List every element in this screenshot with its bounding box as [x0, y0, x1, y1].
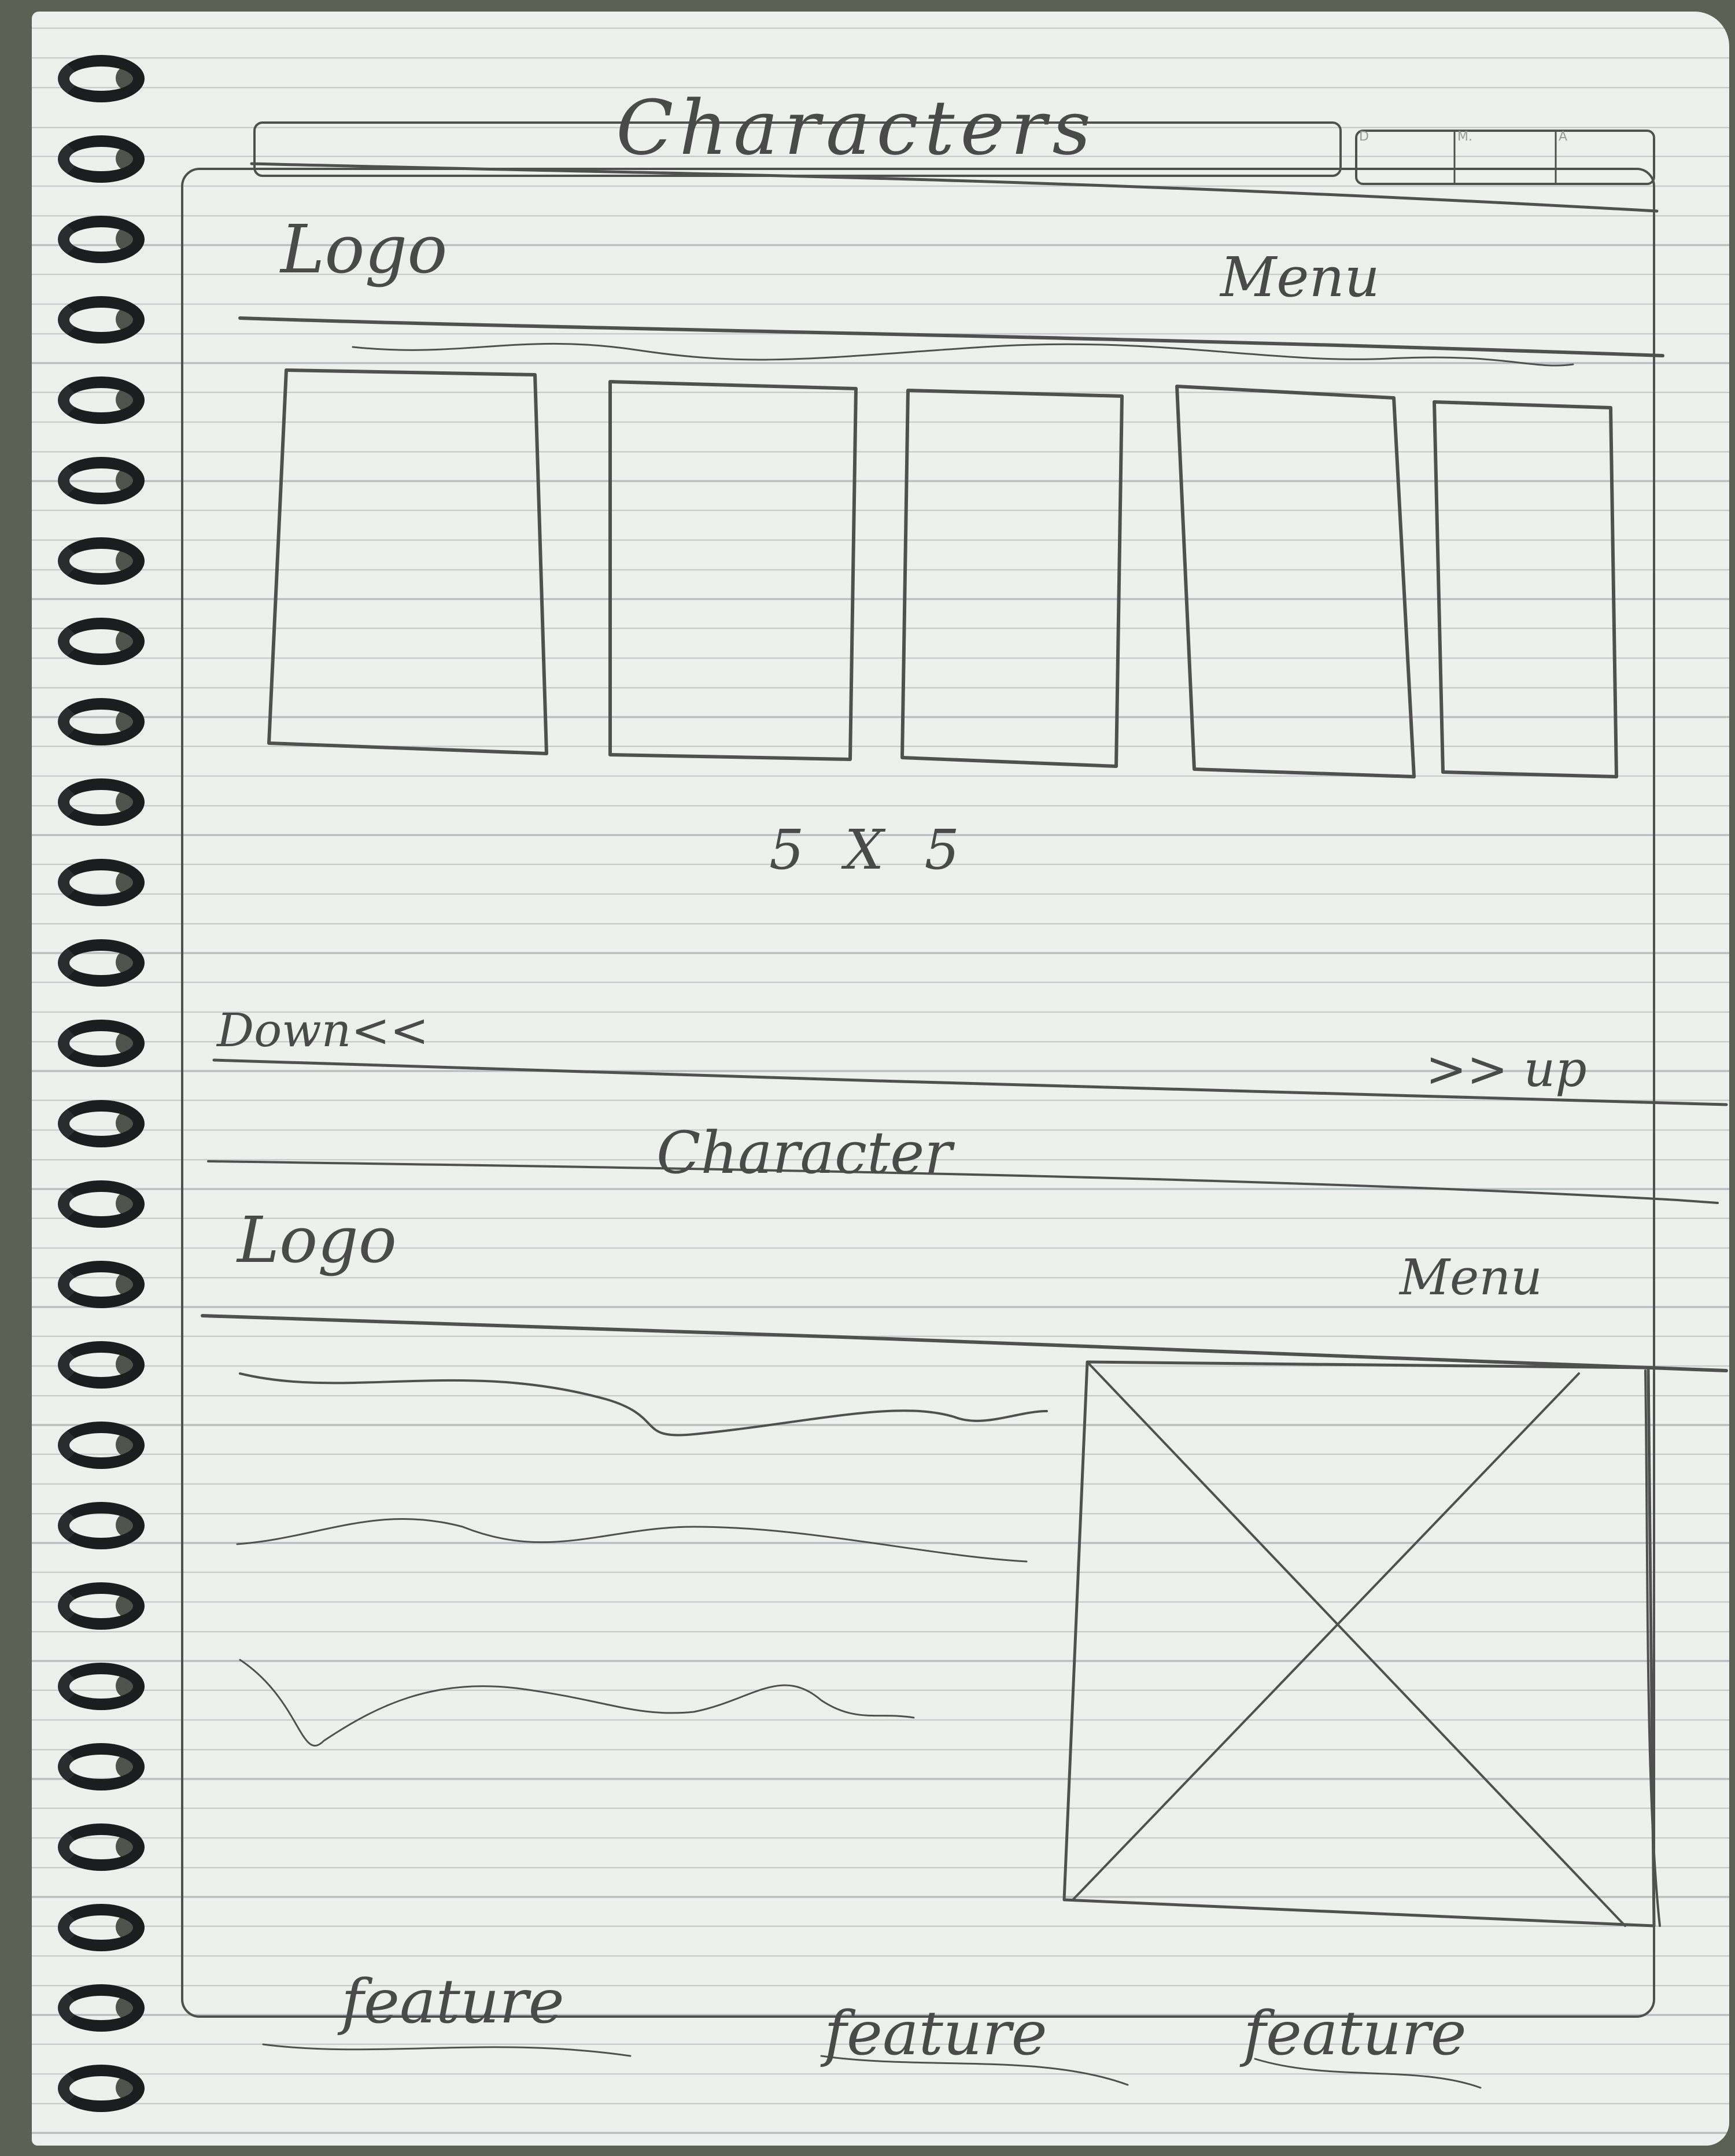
- text-placeholder-line-2: [236, 1518, 1028, 1563]
- image-box-1: [267, 368, 548, 755]
- image-placeholder-cross: [1086, 1361, 1626, 1927]
- tab-m[interactable]: M.: [1457, 130, 1472, 144]
- image-placeholder-side: [1644, 1369, 1661, 1927]
- feature-underline-1: [262, 2043, 632, 2057]
- image-placeholder: [1062, 1360, 1656, 1928]
- menu-2[interactable]: Menu: [1400, 1249, 1542, 1306]
- page-title: Characters: [616, 84, 1097, 172]
- text-placeholder-line-1: [239, 1372, 1048, 1437]
- logo-2: Logo: [237, 1203, 397, 1277]
- header-separator-2: [201, 1314, 1728, 1372]
- image-box-5: [1433, 400, 1618, 778]
- page-frame: [181, 168, 1655, 2018]
- scroll-up-link[interactable]: >> up: [1426, 1041, 1587, 1098]
- window-controls-frame: [1355, 130, 1655, 185]
- text-placeholder-line-3: [239, 1659, 915, 1747]
- section-title-separator: [207, 1160, 1719, 1204]
- feature-underline-3: [1254, 2058, 1482, 2089]
- logo: Logo: [280, 211, 448, 289]
- section-title: Character: [656, 1119, 953, 1187]
- image-box-2: [608, 380, 858, 761]
- feature-underline-2: [820, 2055, 1129, 2086]
- scroll-down-link[interactable]: Down<<: [217, 1003, 429, 1057]
- feature-3: feature: [1243, 1998, 1467, 2069]
- image-box-4: [1175, 385, 1416, 778]
- squiggle-divider: [352, 342, 1574, 367]
- tab-d[interactable]: D: [1359, 130, 1369, 144]
- grid-size-label: 5 X 5: [769, 818, 971, 882]
- nav-separator: [212, 1058, 1728, 1106]
- feature-2: feature: [824, 1998, 1047, 2069]
- tab-a[interactable]: A: [1559, 130, 1568, 144]
- image-placeholder-cross: [1072, 1372, 1580, 1901]
- image-box-3: [900, 389, 1124, 768]
- header-separator: [238, 316, 1664, 357]
- sketch-paper: [32, 12, 1729, 2146]
- feature-1: feature: [341, 1966, 564, 2037]
- menu[interactable]: Menu: [1220, 246, 1380, 309]
